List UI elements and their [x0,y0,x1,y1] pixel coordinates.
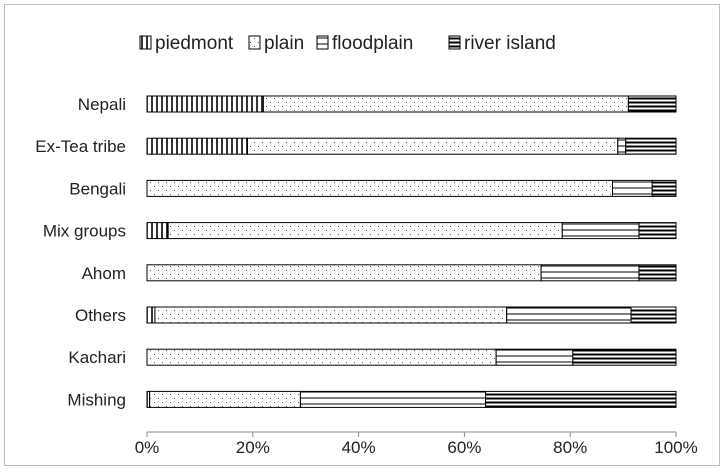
category-label-kachari: Kachari [68,348,126,367]
bar-segment-ahom-floodplain [540,264,640,282]
bar-segment-nepali-plain [262,95,629,113]
category-labels: Nepali Ex-Tea tribe Bengali Mix groups Ahom O… [35,95,126,409]
bar-segment-mix-groups-piedmont [146,222,169,240]
bar-segment-mix-groups-floodplain [561,222,640,240]
x-axis: 0% 20% 40% 60% 80% 100% [135,431,698,457]
category-label-bengali: Bengali [69,179,126,198]
category-label-ahom: Ahom [82,264,126,283]
x-tick-label: 20% [236,438,270,457]
bar-segment-mix-groups-river-island [638,222,677,240]
bar-segment-kachari-plain [146,348,497,366]
bar-segment-ahom-river-island [638,264,677,282]
legend-swatch-river-island [448,35,461,50]
category-label-others: Others [75,306,126,325]
legend-swatch-plain [248,35,261,50]
bar-segment-bengali-floodplain [612,179,653,197]
bars [146,95,677,408]
x-tick-label: 0% [135,438,160,457]
bar-segment-mishing-floodplain [299,390,487,408]
bar-segment-ex-tea-tribe-piedmont [146,137,249,155]
bar-segment-mishing-plain [149,390,301,408]
bar-segment-kachari-river-island [572,348,677,366]
bar-segment-bengali-plain [146,179,614,197]
bar-segment-ex-tea-tribe-river-island [625,137,677,155]
stacked-bar-chart: piedmont plain floodplain river island Nepa… [35,33,698,457]
legend: piedmont plain floodplain river island [139,33,556,54]
category-label-nepali: Nepali [78,95,126,114]
bar-segment-ex-tea-tribe-floodplain [617,137,627,155]
legend-label-floodplain: floodplain [332,33,413,54]
x-tick-label: 80% [553,438,587,457]
legend-swatch-piedmont [139,35,152,50]
legend-swatch-floodplain [316,35,329,50]
bar-segment-mix-groups-plain [167,222,563,240]
bar-segment-nepali-river-island [627,95,677,113]
x-tick-label: 60% [447,438,481,457]
legend-label-piedmont: piedmont [155,33,234,54]
bar-segment-bengali-river-island [651,179,677,197]
bar-segment-mishing-river-island [485,390,677,408]
category-label-mix-groups: Mix groups [43,222,126,241]
bar-segment-others-river-island [630,306,677,324]
category-label-mishing: Mishing [67,390,126,409]
bar-segment-ex-tea-tribe-plain [247,137,619,155]
x-tick-label: 100% [654,438,697,457]
chart-frame: piedmont plain floodplain river island Nepa… [4,4,720,466]
bar-segment-nepali-piedmont [146,95,264,113]
legend-label-river-island: river island [464,33,556,54]
bar-segment-ahom-plain [146,264,542,282]
x-tick-label: 40% [342,438,376,457]
bar-segment-kachari-floodplain [495,348,574,366]
legend-label-plain: plain [264,33,304,54]
category-label-ex-tea-tribe: Ex-Tea tribe [35,137,126,156]
bar-segment-others-piedmont [146,306,156,324]
bar-segment-others-plain [154,306,508,324]
bar-segment-others-floodplain [506,306,632,324]
